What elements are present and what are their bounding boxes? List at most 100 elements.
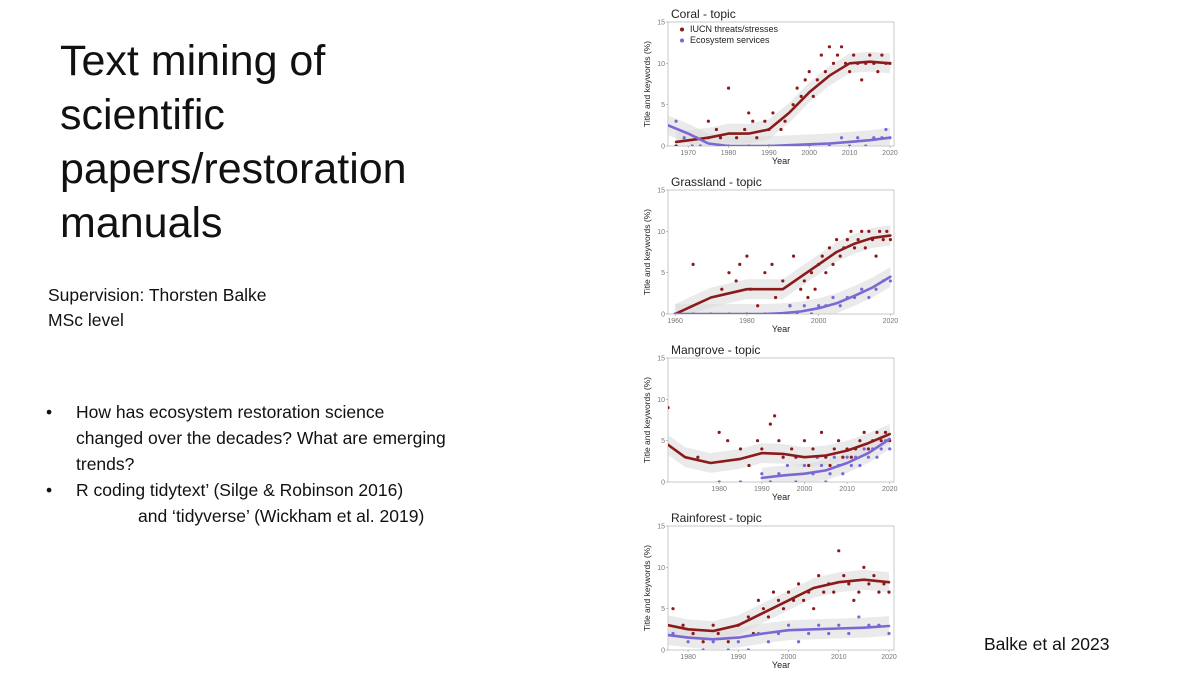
data-point [813, 287, 817, 291]
data-point [768, 422, 772, 426]
plot-area [668, 45, 892, 146]
data-point [726, 648, 730, 650]
data-point [771, 111, 775, 115]
charts-column: Coral - topic 0 5 10 15 1970 1980 1990 2000 2010 2… [636, 0, 906, 675]
data-point [802, 439, 807, 443]
data-point [879, 447, 883, 451]
data-point [781, 279, 785, 283]
data-point [779, 127, 783, 132]
x-tick-label: 2000 [811, 318, 827, 325]
data-point [743, 127, 747, 132]
data-point [827, 45, 832, 49]
title-line: Text mining of [60, 37, 326, 85]
data-point [847, 582, 851, 586]
x-tick-label: 1980 [711, 486, 727, 493]
data-point [736, 640, 740, 644]
data-point [819, 463, 824, 468]
y-tick-label: 0 [661, 480, 665, 487]
data-point [799, 94, 803, 98]
data-point [747, 111, 751, 115]
confidence-band [761, 429, 890, 482]
data-point [756, 304, 760, 308]
data-point [819, 430, 824, 434]
chart-panel: Mangrove - topic 0 5 10 15 1980 1990 2000 2010 20… [642, 343, 898, 502]
data-point [868, 53, 872, 57]
data-point [701, 640, 705, 644]
x-tick-label: 2020 [883, 318, 899, 325]
data-point [746, 615, 750, 619]
x-tick-label: 1990 [754, 486, 770, 493]
x-tick-label: 2020 [882, 486, 898, 493]
bullet-dot: • [46, 480, 53, 500]
data-point [674, 119, 678, 123]
x-tick-label: 1970 [680, 150, 696, 157]
citation: Balke et al 2023 [984, 634, 1110, 654]
data-point [791, 254, 796, 258]
data-point [867, 295, 871, 300]
data-point [711, 623, 715, 627]
data-point [681, 623, 685, 627]
data-point [714, 127, 719, 132]
data-point [838, 254, 842, 258]
data-point [836, 439, 841, 443]
data-point [849, 463, 853, 468]
y-tick-label: 0 [661, 648, 665, 655]
data-point [786, 623, 791, 627]
x-tick-label: 2020 [882, 150, 898, 157]
data-point [807, 463, 811, 468]
data-point [837, 549, 841, 553]
y-tick-label: 5 [661, 270, 665, 277]
data-point [827, 631, 831, 636]
trend-line [668, 432, 891, 465]
bullet-line: and ‘tidyverse’ (Wickham et al. 2019) [138, 506, 425, 526]
x-tick-label: 1980 [721, 150, 737, 157]
data-point [877, 590, 881, 594]
data-point [887, 631, 891, 636]
legend-marker [680, 27, 684, 32]
data-point [858, 439, 862, 443]
data-point [831, 61, 836, 65]
data-point [857, 590, 861, 594]
data-point [819, 53, 823, 57]
data-point [691, 631, 695, 636]
data-point [751, 119, 755, 123]
data-point [763, 119, 767, 123]
data-point [671, 607, 675, 611]
x-tick-label: 2010 [839, 486, 855, 493]
data-point [755, 136, 759, 140]
y-tick-label: 15 [657, 188, 665, 195]
data-point [824, 271, 828, 275]
data-point [781, 455, 785, 459]
legend-label: IUCN threats/stresses [690, 24, 779, 34]
slide-title: Text mining of scientific papers/restora… [60, 34, 500, 250]
data-point [796, 640, 801, 644]
data-point [876, 70, 880, 74]
trend-line [668, 624, 891, 641]
data-point [763, 271, 767, 275]
y-tick-label: 0 [661, 144, 665, 151]
data-point [795, 86, 799, 90]
chart-title: Mangrove - topic [671, 343, 760, 357]
data-point [887, 590, 891, 594]
data-point [726, 640, 730, 644]
data-point [761, 607, 766, 611]
data-point [828, 463, 832, 468]
data-point [771, 590, 776, 594]
data-point [852, 53, 856, 57]
y-axis-label: Title and keywords (%) [642, 545, 652, 631]
data-point [874, 287, 878, 291]
title-line: scientific [60, 91, 225, 139]
data-point [832, 455, 836, 459]
data-point [809, 271, 814, 275]
data-point [738, 480, 743, 482]
data-point [867, 623, 871, 627]
data-point [812, 607, 816, 611]
data-point [718, 136, 723, 140]
data-point [735, 136, 739, 140]
data-point [864, 144, 868, 146]
legend-label: Ecosystem services [690, 35, 770, 45]
data-point [738, 262, 742, 266]
data-point [856, 238, 860, 242]
data-point [878, 229, 882, 233]
data-point [835, 53, 840, 57]
